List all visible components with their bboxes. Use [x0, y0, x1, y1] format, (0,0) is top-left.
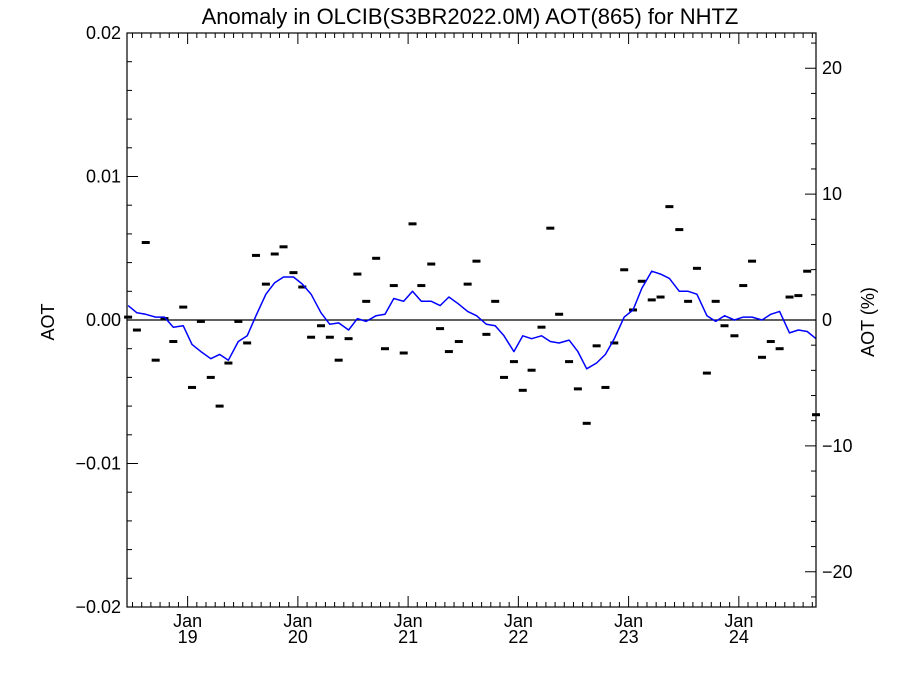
y-axis-title-right: AOT (%) [858, 287, 878, 357]
x-tick-label-year: 20 [288, 627, 308, 647]
x-tick-label-year: 21 [398, 627, 418, 647]
x-tick-label-month: Jan [724, 611, 753, 631]
x-tick-label-year: 19 [178, 627, 198, 647]
y-tick-label-left: 0.01 [86, 167, 121, 187]
chart-title: Anomaly in OLCIB(S3BR2022.0M) AOT(865) f… [202, 4, 739, 29]
y-axis-title-left: AOT [38, 303, 58, 340]
x-tick-label-month: Jan [394, 611, 423, 631]
x-tick-label-month: Jan [614, 611, 643, 631]
y-tick-label-left: 0.02 [86, 23, 121, 43]
y-tick-label-left: −0.02 [75, 597, 121, 617]
y-tick-label-right: 20 [822, 58, 842, 78]
y-tick-label-right: −20 [822, 562, 853, 582]
plot-area [124, 205, 820, 425]
y-tick-label-right: 0 [822, 310, 832, 330]
x-tick-label-year: 24 [729, 627, 749, 647]
smoothed-line [127, 270, 817, 370]
x-tick-label-month: Jan [504, 611, 533, 631]
axes: 0.020.010.00−0.01−0.0220100−10−20Jan19Ja… [75, 23, 852, 647]
x-tick-label-year: 23 [619, 627, 639, 647]
y-tick-label-left: 0.00 [86, 310, 121, 330]
y-tick-label-right: −10 [822, 436, 853, 456]
x-tick-label-month: Jan [283, 611, 312, 631]
y-tick-label-right: 10 [822, 184, 842, 204]
x-tick-label-year: 22 [508, 627, 528, 647]
y-tick-label-left: −0.01 [75, 454, 121, 474]
x-tick-label-month: Jan [173, 611, 202, 631]
